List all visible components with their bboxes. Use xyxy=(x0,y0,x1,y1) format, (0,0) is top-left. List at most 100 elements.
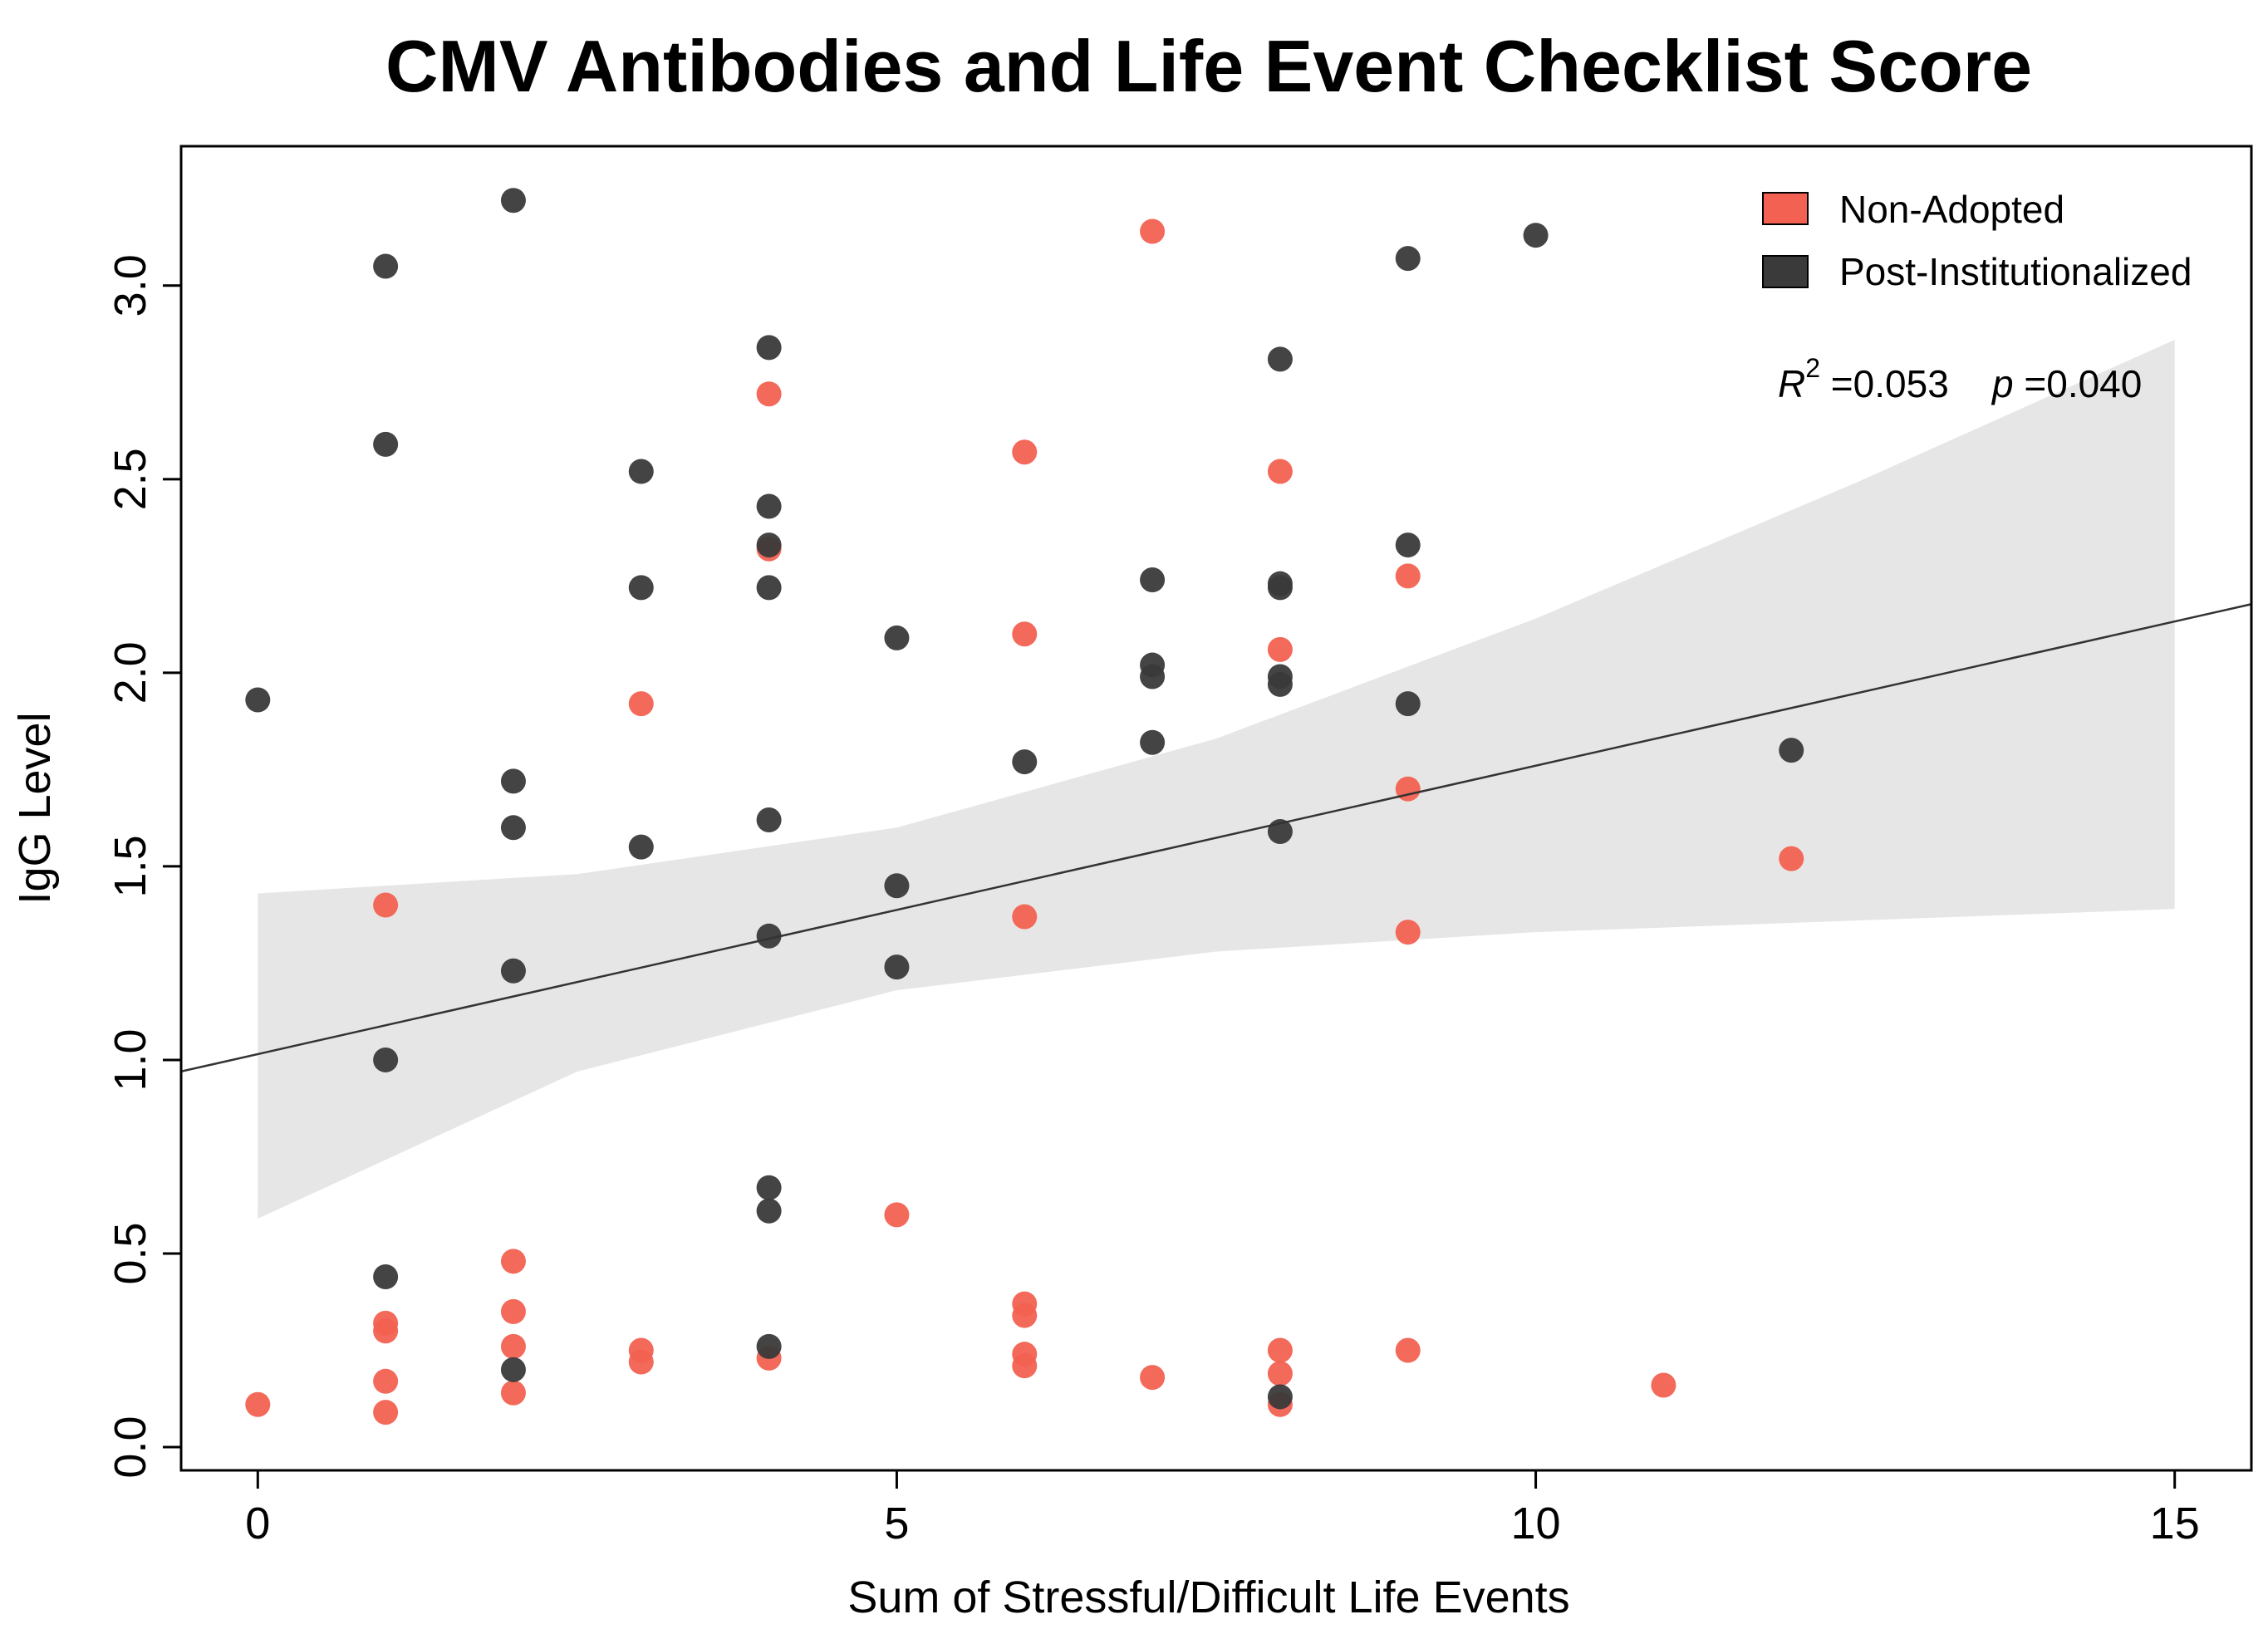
point-post-institutionalized-5 xyxy=(500,188,526,213)
point-post-institutionalized-38 xyxy=(1395,532,1421,558)
point-post-institutionalized-18 xyxy=(756,923,782,949)
chart-title: CMV Antibodies and Life Event Checklist … xyxy=(385,25,2032,107)
point-non-adopted-36 xyxy=(1779,846,1804,871)
point-non-adopted-9 xyxy=(500,1380,526,1406)
plot-frame xyxy=(179,145,2253,1472)
point-post-institutionalized-22 xyxy=(884,625,910,650)
point-non-adopted-28 xyxy=(1267,1337,1293,1363)
point-non-adopted-34 xyxy=(1395,1337,1421,1363)
point-non-adopted-23 xyxy=(1012,1353,1038,1379)
point-non-adopted-16 xyxy=(884,1202,910,1228)
point-non-adopted-12 xyxy=(628,1349,654,1375)
point-post-institutionalized-1 xyxy=(373,253,399,279)
x-axis-label: Sum of Stressful/Difficult Life Events xyxy=(847,1573,1569,1622)
x-tick-label-15: 15 xyxy=(2150,1499,2200,1548)
confidence-band xyxy=(258,340,2175,1219)
y-tick-label-2-5: 2.5 xyxy=(106,448,155,510)
legend-label-post-institutionalized: Post-Institutionalized xyxy=(1839,250,2192,293)
legend-swatch-post-institutionalized xyxy=(1762,255,1809,288)
point-post-institutionalized-10 xyxy=(628,459,654,484)
data-points-layer xyxy=(245,188,1804,1425)
point-non-adopted-32 xyxy=(1395,776,1421,802)
x-tick-label-5: 5 xyxy=(884,1499,909,1548)
point-post-institutionalized-11 xyxy=(628,575,654,601)
x-tick-label-10: 10 xyxy=(1511,1499,1561,1548)
r2-symbol: R xyxy=(1778,362,1805,405)
point-post-institutionalized-25 xyxy=(1012,749,1038,775)
point-post-institutionalized-28 xyxy=(1140,664,1166,689)
point-post-institutionalized-8 xyxy=(500,958,526,984)
point-post-institutionalized-41 xyxy=(1779,738,1804,763)
point-non-adopted-19 xyxy=(1012,904,1038,930)
legend: Non-Adopted Post-Institutionalized xyxy=(1762,188,2192,293)
point-post-institutionalized-36 xyxy=(1267,1384,1293,1410)
r-squared-annotation: R2 =0.053 xyxy=(1778,353,1949,405)
point-non-adopted-24 xyxy=(1140,218,1166,244)
p-value: =0.040 xyxy=(2014,362,2143,405)
p-value-annotation: p =0.040 xyxy=(1991,362,2142,405)
point-non-adopted-10 xyxy=(628,691,654,717)
y-tick-label-0: 0.0 xyxy=(106,1416,155,1478)
point-post-institutionalized-17 xyxy=(756,807,782,832)
point-post-institutionalized-15 xyxy=(756,532,782,558)
p-symbol: p xyxy=(1991,362,2014,405)
point-post-institutionalized-40 xyxy=(1523,223,1549,248)
y-tick-label-1-5: 1.5 xyxy=(106,835,155,897)
point-non-adopted-7 xyxy=(500,1298,526,1324)
point-post-institutionalized-0 xyxy=(245,687,271,713)
regression-line-layer xyxy=(181,603,2251,1073)
y-tick-label-3: 3.0 xyxy=(106,254,155,316)
y-tick-label-2: 2.0 xyxy=(106,641,155,704)
point-post-institutionalized-23 xyxy=(884,873,910,899)
point-non-adopted-4 xyxy=(373,1368,399,1394)
point-post-institutionalized-32 xyxy=(1267,575,1293,601)
point-post-institutionalized-9 xyxy=(500,1357,526,1382)
point-post-institutionalized-16 xyxy=(756,575,782,601)
y-axis-label: IgG Level xyxy=(10,712,60,904)
y-tick-label-1: 1.0 xyxy=(106,1028,155,1091)
y-axis: 0.0 0.5 1.0 1.5 2.0 2.5 3.0 xyxy=(106,254,181,1479)
point-non-adopted-33 xyxy=(1395,920,1421,945)
point-post-institutionalized-3 xyxy=(373,1047,399,1072)
point-post-institutionalized-26 xyxy=(1140,567,1166,593)
point-post-institutionalized-29 xyxy=(1140,729,1166,755)
x-tick-label-0: 0 xyxy=(245,1499,270,1548)
point-non-adopted-8 xyxy=(500,1333,526,1359)
point-post-institutionalized-4 xyxy=(373,1264,399,1289)
point-non-adopted-17 xyxy=(1012,439,1038,465)
point-post-institutionalized-39 xyxy=(1395,691,1421,717)
point-post-institutionalized-19 xyxy=(756,1175,782,1200)
point-non-adopted-31 xyxy=(1395,563,1421,589)
point-non-adopted-0 xyxy=(245,1391,271,1417)
point-post-institutionalized-30 xyxy=(1267,346,1293,372)
point-post-institutionalized-37 xyxy=(1395,246,1421,272)
legend-swatch-non-adopted xyxy=(1762,192,1809,225)
point-post-institutionalized-20 xyxy=(756,1198,782,1224)
point-non-adopted-18 xyxy=(1012,621,1038,647)
point-non-adopted-26 xyxy=(1267,459,1293,484)
point-post-institutionalized-24 xyxy=(884,954,910,980)
point-post-institutionalized-13 xyxy=(756,335,782,361)
point-post-institutionalized-2 xyxy=(373,431,399,457)
point-non-adopted-3 xyxy=(373,1318,399,1344)
legend-label-non-adopted: Non-Adopted xyxy=(1839,188,2064,231)
regression-line xyxy=(181,603,2251,1073)
point-post-institutionalized-21 xyxy=(756,1333,782,1359)
point-non-adopted-25 xyxy=(1140,1365,1166,1391)
confidence-band-layer xyxy=(258,340,2175,1219)
point-non-adopted-35 xyxy=(1651,1372,1676,1398)
x-axis: 0 5 10 15 xyxy=(245,1470,2200,1548)
point-non-adopted-5 xyxy=(373,1400,399,1425)
point-post-institutionalized-34 xyxy=(1267,671,1293,697)
r2-superscript: 2 xyxy=(1805,353,1820,383)
point-non-adopted-6 xyxy=(500,1249,526,1274)
y-tick-label-0-5: 0.5 xyxy=(106,1222,155,1284)
point-post-institutionalized-6 xyxy=(500,768,526,794)
point-non-adopted-29 xyxy=(1267,1361,1293,1386)
point-non-adopted-1 xyxy=(373,892,399,918)
stats-annotation: R2 =0.053 p =0.040 xyxy=(1778,353,2142,405)
point-post-institutionalized-12 xyxy=(628,834,654,860)
point-non-adopted-27 xyxy=(1267,636,1293,662)
point-post-institutionalized-7 xyxy=(500,815,526,841)
